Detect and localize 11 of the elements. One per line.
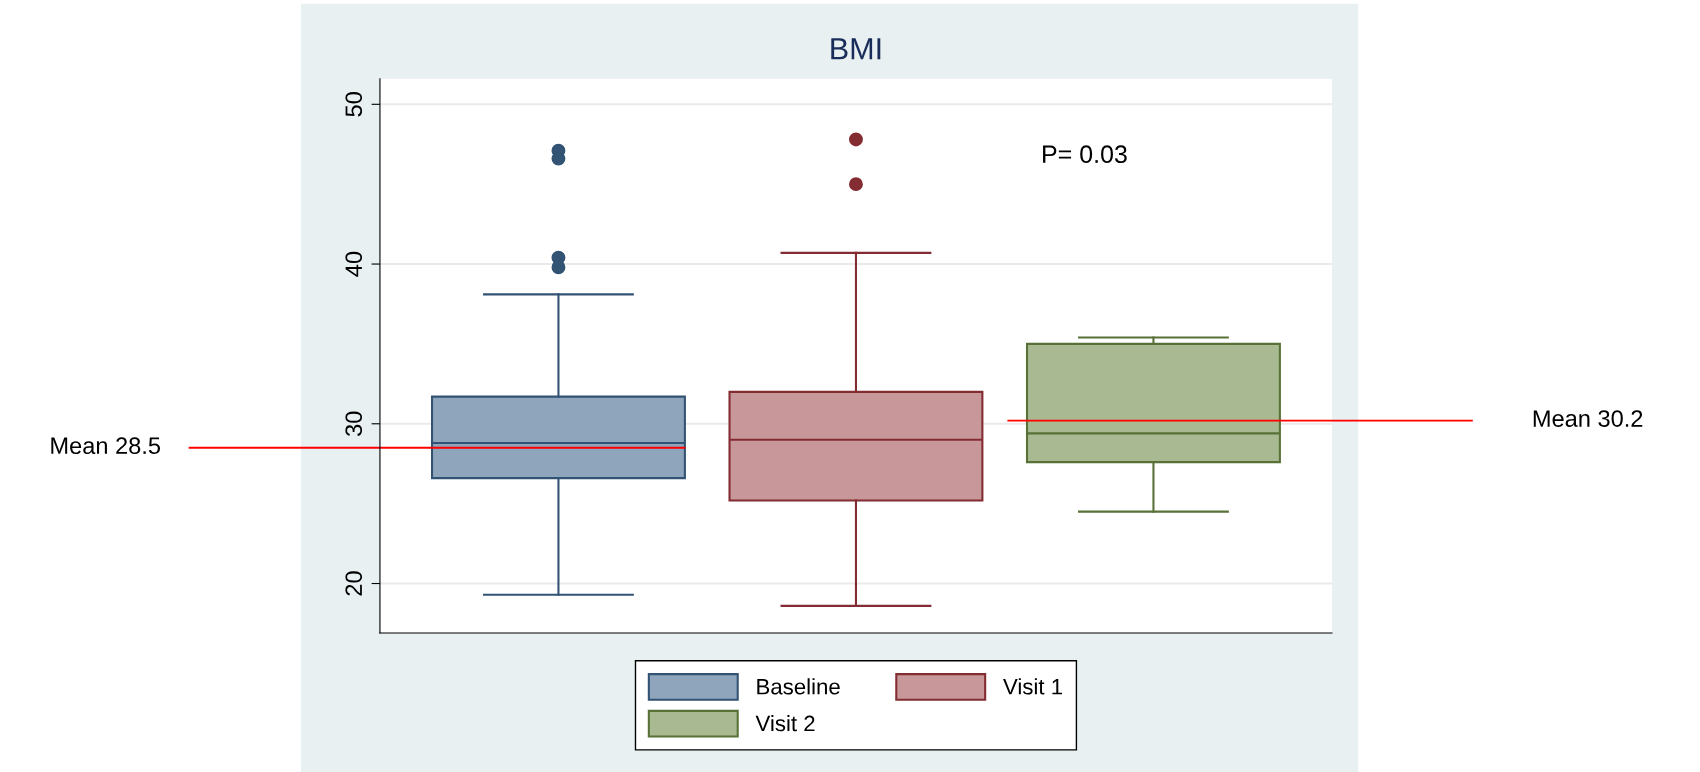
y-tick-label: 50 xyxy=(345,92,363,117)
y-tick-label: 30 xyxy=(345,411,363,437)
legend-label: Visit 1 xyxy=(1003,678,1062,695)
legend-label: Baseline xyxy=(757,678,840,695)
ref-line-label: Mean 28.5 xyxy=(51,437,161,455)
chart-title: BMI xyxy=(831,38,881,60)
legend-label: Visit 2 xyxy=(755,715,815,732)
y-tick-label: 40 xyxy=(345,251,363,277)
y-tick-label: 20 xyxy=(345,571,363,596)
annotation: P= 0.03 xyxy=(1043,145,1127,164)
ref-line-label: Mean 30.2 xyxy=(1533,410,1643,427)
